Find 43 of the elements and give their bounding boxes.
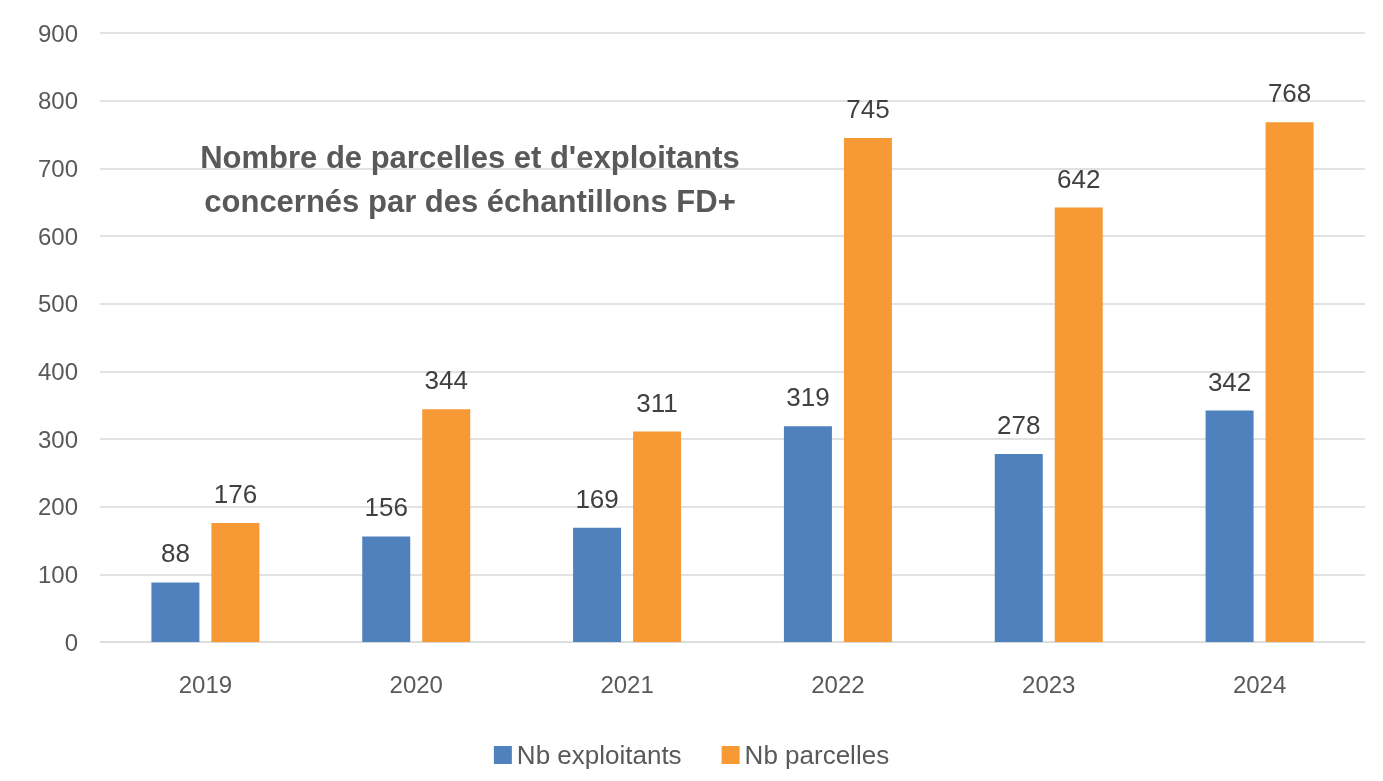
data-label: 768 <box>1267 78 1312 109</box>
data-label: 169 <box>575 483 619 514</box>
data-label: 745 <box>846 93 890 124</box>
bar <box>994 453 1043 642</box>
y-tick-label: 400 <box>37 357 78 385</box>
x-tick-label: 2019 <box>178 670 233 698</box>
x-tick-label: 2021 <box>600 670 654 698</box>
bar <box>1054 207 1103 642</box>
bar <box>1265 122 1314 642</box>
data-label: 642 <box>1057 163 1101 194</box>
data-label: 344 <box>424 365 468 396</box>
y-tick-label: 100 <box>37 560 78 588</box>
data-label: 278 <box>997 409 1041 440</box>
x-tick-label: 2024 <box>1232 670 1287 698</box>
bar <box>151 582 200 642</box>
text: Nombre de parcelles et d'exploitants concernés par des échantillons FD+ <box>200 139 740 219</box>
legend-label: Nb exploitants <box>516 740 682 770</box>
y-tick-label: 600 <box>37 222 78 250</box>
y-tick-label: 500 <box>37 290 78 318</box>
bar <box>573 527 622 642</box>
bar <box>422 409 471 642</box>
x-tick-label: 2023 <box>1022 670 1076 698</box>
bar <box>633 431 682 642</box>
data-label: 342 <box>1207 366 1252 397</box>
data-label: 156 <box>364 492 408 523</box>
data-label: 319 <box>786 382 830 413</box>
bar <box>1205 410 1254 642</box>
x-tick-label: 2020 <box>389 670 443 698</box>
y-tick-label: 0 <box>64 628 78 656</box>
y-tick-label: 300 <box>37 425 78 453</box>
data-label: 311 <box>636 387 678 418</box>
y-tick-label: 900 <box>37 19 78 47</box>
data-label: 176 <box>213 478 258 509</box>
bar <box>783 426 832 642</box>
bar <box>843 137 892 642</box>
legend-label: Nb parcelles <box>744 740 890 770</box>
x-tick-label: 2022 <box>811 670 865 698</box>
bar <box>362 536 411 642</box>
y-tick-label: 200 <box>37 493 78 521</box>
data-label: 88 <box>160 538 190 569</box>
bar <box>211 522 260 642</box>
y-tick-label: 800 <box>37 87 78 115</box>
y-tick-label: 700 <box>37 154 78 182</box>
